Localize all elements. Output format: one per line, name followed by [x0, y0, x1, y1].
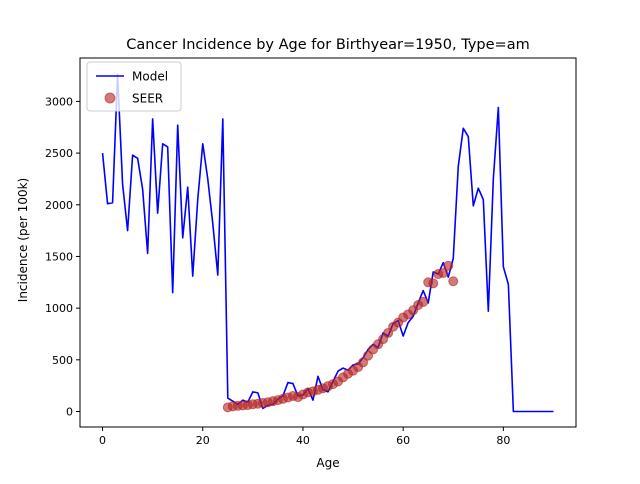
y-tick-label: 2500: [45, 147, 73, 160]
legend: Model SEER: [86, 61, 182, 112]
seer-point: [358, 357, 369, 368]
seer-point: [443, 260, 454, 271]
axes-frame: [79, 57, 577, 428]
legend-model-label: Model: [132, 70, 168, 84]
y-tick-label: 500: [52, 354, 73, 367]
axes: 0 20 40 60 80 0 500 1000 1500 2000 2500 3000: [45, 57, 577, 447]
x-axis-label: Age: [316, 456, 339, 470]
x-tick-label: 80: [496, 434, 510, 447]
y-tick-label: 1000: [45, 302, 73, 315]
y-tick-label: 1500: [45, 250, 73, 263]
y-axis-label: Incidence (per 100k): [16, 178, 30, 302]
x-tick-label: 0: [99, 434, 106, 447]
seer-point: [448, 276, 459, 287]
y-tick-label: 2000: [45, 199, 73, 212]
seer-point: [438, 267, 449, 278]
y-tick-label: 0: [66, 405, 73, 418]
chart-title: Cancer Incidence by Age for Birthyear=19…: [126, 37, 529, 53]
x-tick-label: 40: [296, 434, 310, 447]
legend-seer-marker: [104, 92, 116, 104]
seer-point: [418, 296, 429, 307]
plot-area: [101, 73, 554, 413]
x-tick-label: 20: [196, 434, 210, 447]
model-line: [101, 73, 554, 413]
legend-seer-label: SEER: [132, 92, 163, 106]
y-tick-label: 3000: [45, 95, 73, 108]
seer-point: [428, 278, 439, 289]
x-tick-label: 60: [396, 434, 410, 447]
